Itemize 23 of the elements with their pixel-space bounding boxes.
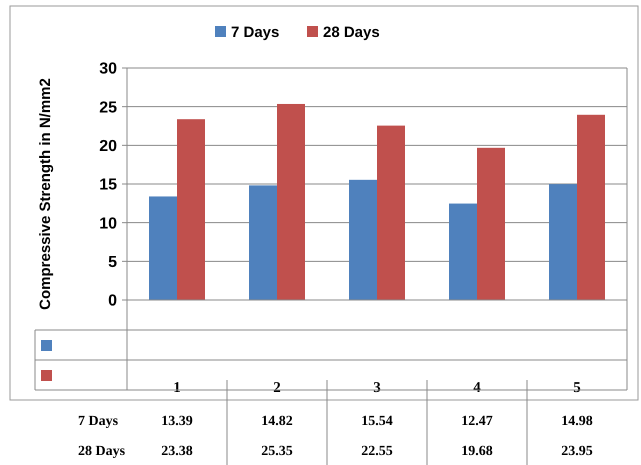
- data-label: 15.54: [361, 414, 393, 429]
- y-tick-label: 30: [99, 60, 118, 78]
- y-tick-label: 15: [99, 176, 118, 194]
- data-label: 13.39: [161, 414, 193, 429]
- text: 7 Days: [78, 414, 118, 429]
- data-label: 19.68: [461, 444, 493, 459]
- data-label: 23.95: [561, 444, 593, 459]
- data-label: 14.82: [261, 414, 293, 429]
- y-axis-title: Compressive Strength in N/mm2: [37, 78, 54, 310]
- data-label: 25.35: [261, 444, 293, 459]
- x-tick-label: 2: [273, 380, 281, 396]
- legend-label: 28 Days: [323, 24, 380, 41]
- y-tick-label: 10: [99, 215, 118, 232]
- legend-label: 7 Days: [231, 24, 280, 41]
- y-tick-label: 25: [99, 99, 118, 116]
- data-label: 14.98: [561, 414, 593, 429]
- data-label: 22.55: [361, 444, 393, 459]
- data-label: 12.47: [461, 414, 493, 429]
- y-tick-label: 0: [108, 292, 118, 310]
- y-tick-label: 20: [99, 138, 118, 155]
- data-label: 23.38: [161, 444, 193, 459]
- y-tick-label: 5: [108, 254, 118, 271]
- text: 28 Days: [78, 444, 126, 459]
